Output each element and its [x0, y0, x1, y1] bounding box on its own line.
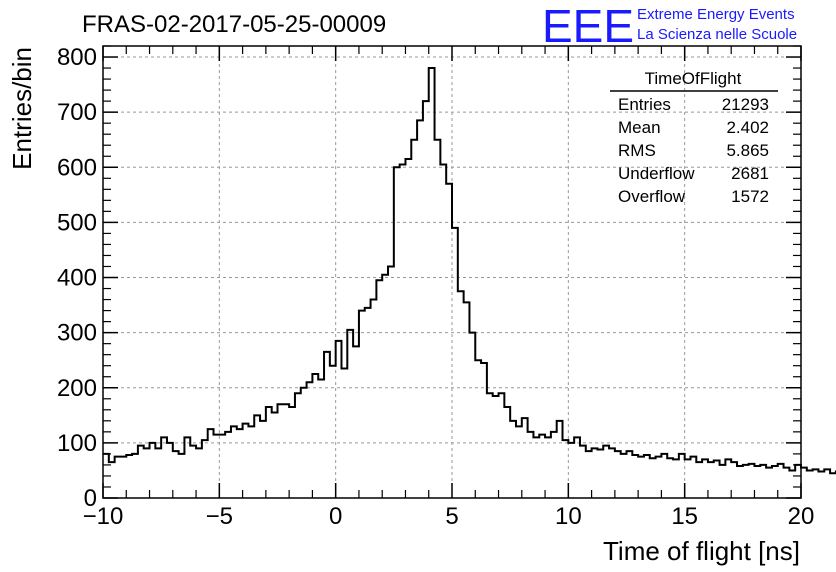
axis-ticks: [102, 45, 802, 499]
x-tick-label: 20: [788, 503, 815, 530]
stats-label-rms: RMS: [618, 141, 656, 160]
stats-label-entries: Entries: [618, 95, 671, 114]
stats-value-mean: 2.402: [726, 118, 769, 137]
x-tick-label: 10: [555, 503, 582, 530]
x-tick-label: −5: [206, 503, 233, 530]
eee-logo-text: EEE: [542, 0, 634, 52]
stats-value-overflow: 1572: [731, 187, 769, 206]
y-tick-label: 200: [57, 375, 97, 402]
y-tick-label: 300: [57, 320, 97, 347]
y-axis-label: Entries/bin: [7, 47, 37, 170]
y-tick-label: 700: [57, 99, 97, 126]
stats-title: TimeOfFlight: [645, 69, 742, 88]
eee-logo: EEE Extreme Energy Events La Scienza nel…: [542, 0, 797, 52]
logo-line-1: Extreme Energy Events: [637, 6, 795, 23]
stats-label-underflow: Underflow: [618, 164, 695, 183]
x-tick-label: 15: [671, 503, 698, 530]
y-tick-label: 0: [84, 485, 97, 512]
stats-value-rms: 5.865: [726, 141, 769, 160]
stats-label-mean: Mean: [618, 118, 661, 137]
y-tick-label: 600: [57, 154, 97, 181]
x-tick-labels: −10 −5 0 5 10 15 20: [83, 503, 815, 530]
stats-value-underflow: 2681: [731, 164, 769, 183]
logo-line-2: La Scienza nelle Scuole: [637, 26, 797, 43]
stats-label-overflow: Overflow: [618, 187, 686, 206]
histogram-step-line: [103, 67, 836, 475]
y-tick-label: 400: [57, 265, 97, 292]
stats-value-entries: 21293: [722, 95, 769, 114]
x-tick-label: 5: [445, 503, 458, 530]
run-title: FRAS-02-2017-05-25-00009: [82, 11, 386, 38]
y-tick-label: 800: [57, 44, 97, 71]
y-tick-label: 500: [57, 209, 97, 236]
stats-box: TimeOfFlight Entries 21293 Mean 2.402 RM…: [610, 69, 778, 206]
y-tick-labels: 0 100 200 300 400 500 600 700 800: [57, 44, 97, 512]
x-tick-label: 0: [329, 503, 342, 530]
x-axis-label: Time of flight [ns]: [603, 536, 800, 566]
x-tick-label: −10: [83, 503, 124, 530]
y-tick-label: 100: [57, 430, 97, 457]
